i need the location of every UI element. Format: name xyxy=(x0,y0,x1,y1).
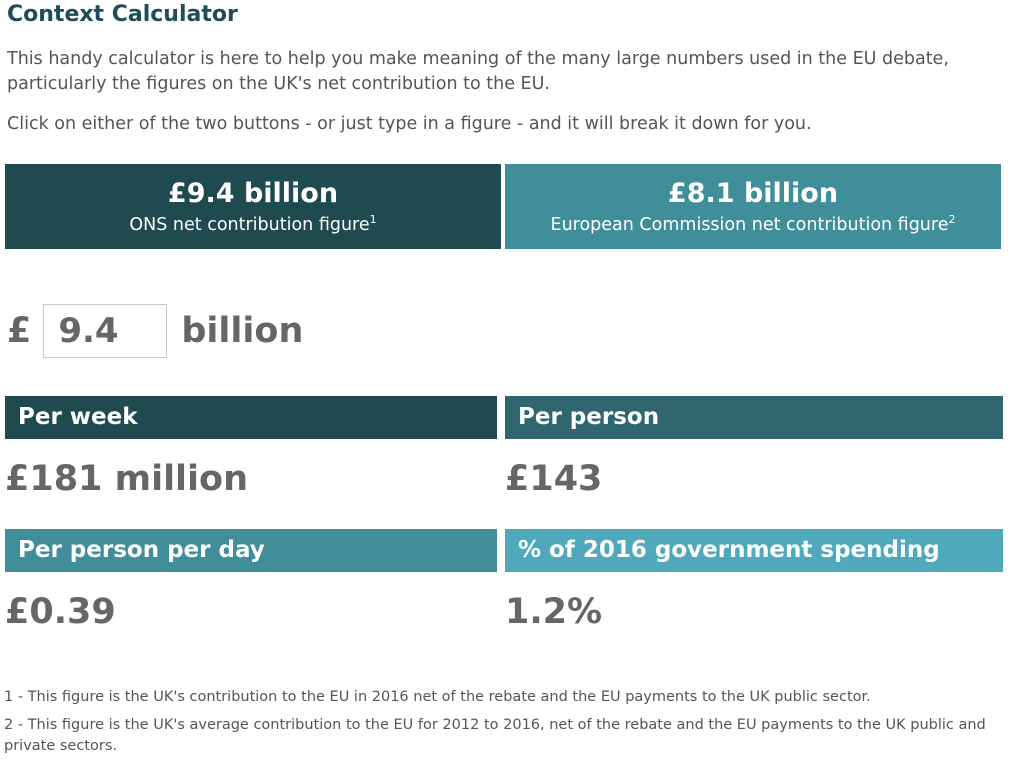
per-person-header: Per person xyxy=(505,396,1003,439)
footnote-ref-1: 1 xyxy=(369,213,377,227)
ons-figure-button[interactable]: £9.4 billion ONS net contribution figure… xyxy=(5,164,501,249)
footnote-ref-2: 2 xyxy=(948,213,956,227)
instructions-text: Click on either of the two buttons - or … xyxy=(7,114,812,134)
footnote-2: 2 - This figure is the UK's average cont… xyxy=(4,717,986,754)
ons-figure-label: ONS net contribution figure1 xyxy=(129,213,377,235)
ec-figure-label: European Commission net contribution fig… xyxy=(550,213,956,235)
per-person-per-day-value: £0.39 xyxy=(5,592,116,632)
currency-symbol: £ xyxy=(7,311,32,351)
ec-figure-amount: £8.1 billion xyxy=(667,178,839,209)
per-week-header: Per week xyxy=(5,396,497,439)
per-person-per-day-header: Per person per day xyxy=(5,529,497,572)
pct-spending-header: % of 2016 government spending xyxy=(505,529,1003,572)
ec-figure-button[interactable]: £8.1 billion European Commission net con… xyxy=(505,164,1001,249)
pct-spending-value: 1.2% xyxy=(505,592,603,632)
intro-text: This handy calculator is here to help yo… xyxy=(7,49,949,94)
amount-input[interactable] xyxy=(43,304,168,358)
ons-figure-amount: £9.4 billion xyxy=(167,178,339,209)
per-week-value: £181 million xyxy=(5,459,249,499)
amount-unit: billion xyxy=(181,311,304,351)
amount-input-row: £ billion xyxy=(7,302,303,360)
footnote-1: 1 - This figure is the UK's contribution… xyxy=(4,689,871,705)
page-title: Context Calculator xyxy=(7,2,238,27)
per-person-value: £143 xyxy=(505,459,603,499)
